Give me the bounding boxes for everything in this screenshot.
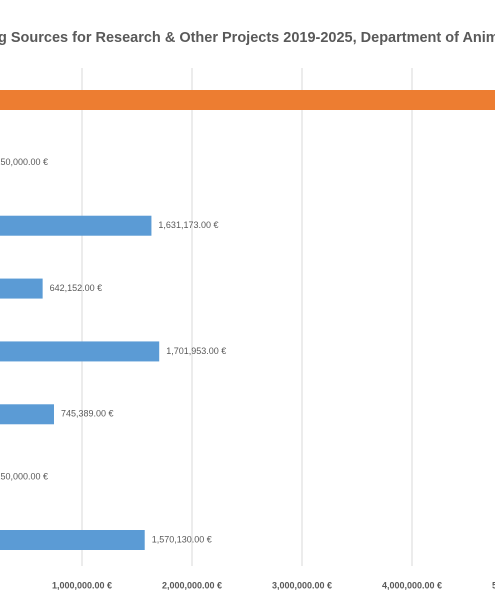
x-tick-label: 4,000,000.00 € (382, 580, 442, 590)
bar (0, 278, 43, 299)
value-label: 1,701,953.00 € (166, 346, 226, 356)
value-label: 745,389.00 € (61, 409, 114, 419)
value-label: 150,000.00 € (0, 157, 48, 167)
value-label: 1,570,130.00 € (152, 534, 212, 544)
bar (0, 90, 495, 110)
x-tick-label: 2,000,000.00 € (162, 580, 222, 590)
x-tick-label: 1,000,000.00 € (52, 580, 112, 590)
value-label: 150,000.00 € (0, 472, 48, 482)
chart-title: g Sources for Research & Other Projects … (0, 30, 495, 46)
bar (0, 215, 152, 236)
bar (0, 341, 160, 362)
x-tick-label: 3,000,000.00 € (272, 580, 332, 590)
x-tick-label: 5,000,000.00 € (492, 580, 495, 590)
bar (0, 404, 54, 425)
value-label: 642,152.00 € (50, 283, 103, 293)
value-label: 1,631,173.00 € (158, 220, 218, 230)
bar (0, 530, 145, 550)
